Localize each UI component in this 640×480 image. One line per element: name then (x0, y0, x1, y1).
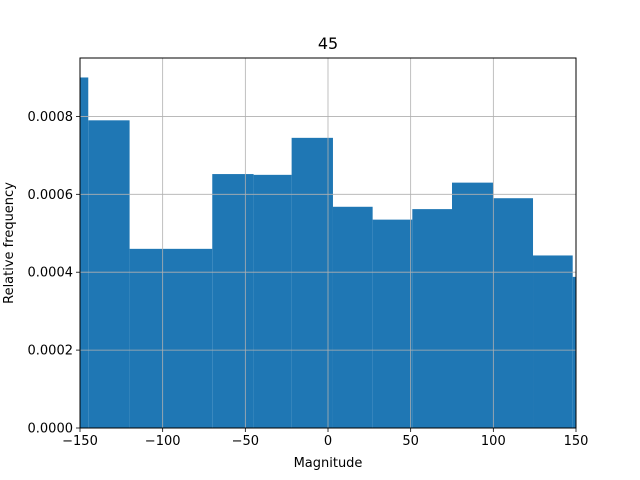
histogram-bar-7 (372, 219, 413, 428)
histogram-bar-5 (291, 137, 333, 428)
x-tick-label-0: −150 (62, 434, 98, 449)
histogram-bar-3 (212, 174, 254, 428)
histogram-bar-8 (412, 209, 452, 428)
histogram-bar-9 (452, 182, 494, 428)
y-tick-label-2: 0.0004 (28, 266, 74, 281)
x-tick-label-3: 0 (324, 434, 332, 449)
x-tick-label-2: −50 (232, 434, 259, 449)
histogram-bar-6 (332, 206, 373, 428)
histogram-bar-0 (80, 77, 89, 428)
histogram-bar-12 (572, 276, 576, 428)
y-tick-label-1: 0.0002 (28, 344, 74, 359)
x-tick-label-5: 100 (481, 434, 506, 449)
grid-group (79, 58, 577, 429)
histogram-bar-4 (253, 174, 292, 428)
bars-group (80, 77, 576, 428)
x-tick-label-6: 150 (564, 434, 589, 449)
x-axis-label: Magnitude (294, 456, 363, 471)
y-tick-label-0: 0.0000 (28, 422, 74, 437)
histogram-bar-11 (533, 255, 573, 428)
y-tick-label-4: 0.0008 (28, 110, 74, 125)
ticks-group: −150 −100 −50 0 50 100 150 0.0000 0.0002 0.0004 0.… (28, 110, 589, 449)
y-tick-label-3: 0.0006 (28, 188, 74, 203)
histogram-bar-1 (88, 120, 130, 428)
y-axis-label: Relative frequency (2, 182, 17, 304)
x-tick-label-1: −100 (145, 434, 181, 449)
x-tick-label-4: 50 (402, 434, 419, 449)
histogram-bar-10 (493, 198, 534, 428)
histogram-bar-2 (129, 248, 213, 428)
chart-title: 45 (318, 34, 338, 53)
